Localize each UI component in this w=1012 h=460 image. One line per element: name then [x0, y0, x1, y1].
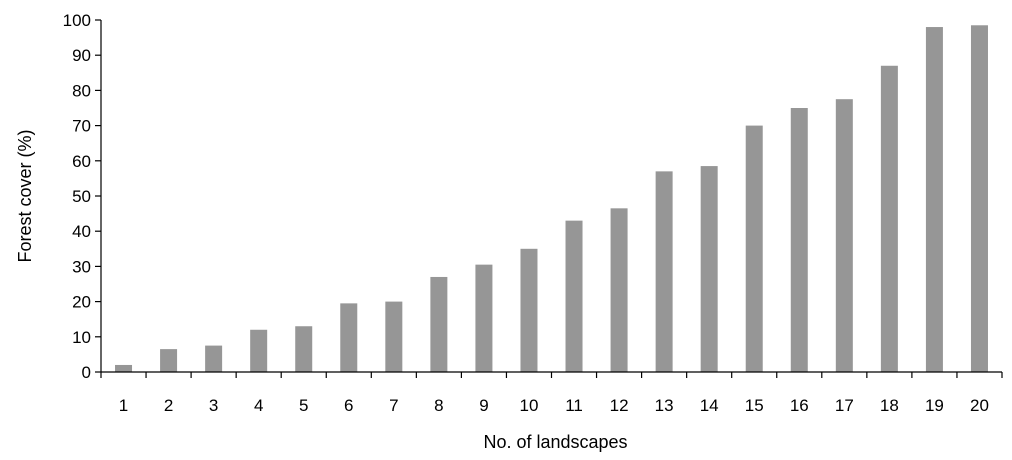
bar: [115, 364, 133, 372]
bar: [295, 326, 313, 372]
bar: [880, 65, 898, 372]
y-axis-ticks: 0 10 20 30 40 50 60 70 80 90 100: [63, 11, 101, 382]
x-tick-label: 7: [389, 396, 398, 415]
y-tick-label: 80: [72, 81, 91, 100]
bar: [520, 248, 538, 372]
x-axis-title: No. of landscapes: [483, 432, 627, 452]
y-tick-label: 20: [72, 293, 91, 312]
y-tick-label: 90: [72, 46, 91, 65]
bar: [565, 220, 583, 372]
bar: [430, 276, 448, 372]
bar: [835, 99, 853, 372]
x-tick-label: 5: [299, 396, 308, 415]
bar: [160, 349, 178, 372]
bar: [745, 125, 763, 372]
bar: [700, 166, 718, 372]
x-tick-label: 4: [254, 396, 263, 415]
bars: [115, 25, 988, 373]
x-tick-label: 1: [119, 396, 128, 415]
y-tick-label: 50: [72, 187, 91, 206]
bar: [925, 27, 943, 372]
x-tick-label: 10: [520, 396, 539, 415]
y-tick-label: 40: [72, 222, 91, 241]
x-tick-label: 12: [610, 396, 629, 415]
x-tick-label: 11: [565, 396, 583, 415]
x-tick-label: 17: [835, 396, 854, 415]
x-tick-label: 14: [700, 396, 719, 415]
bar: [385, 301, 403, 372]
x-tick-label: 19: [925, 396, 944, 415]
y-tick-label: 70: [72, 117, 91, 136]
x-tick-label: 20: [970, 396, 989, 415]
x-tick-label: 9: [479, 396, 488, 415]
x-tick-label: 13: [655, 396, 674, 415]
x-tick-label: 3: [209, 396, 218, 415]
bar: [340, 303, 358, 372]
x-tick-label: 16: [790, 396, 809, 415]
bar: [610, 208, 628, 372]
x-tick-label: 18: [880, 396, 899, 415]
bar: [790, 108, 808, 372]
bar: [475, 264, 493, 372]
y-tick-label: 30: [72, 257, 91, 276]
y-axis-title: Forest cover (%): [15, 129, 35, 262]
x-axis-ticks: 1 2 3 4 5 6 7 8 9 10 11 12 13 14 15 16 17 18 19 20: [100, 372, 1003, 415]
y-tick-label: 10: [72, 328, 91, 347]
bar: [250, 329, 268, 372]
y-tick-label: 0: [82, 363, 91, 382]
x-tick-label: 6: [344, 396, 353, 415]
x-tick-label: 15: [745, 396, 764, 415]
bar: [655, 171, 673, 372]
x-tick-label: 2: [164, 396, 173, 415]
x-tick-label: 8: [434, 396, 443, 415]
y-tick-label: 100: [63, 11, 91, 30]
bar: [970, 25, 988, 373]
bar: [205, 345, 223, 372]
y-tick-label: 60: [72, 152, 91, 171]
